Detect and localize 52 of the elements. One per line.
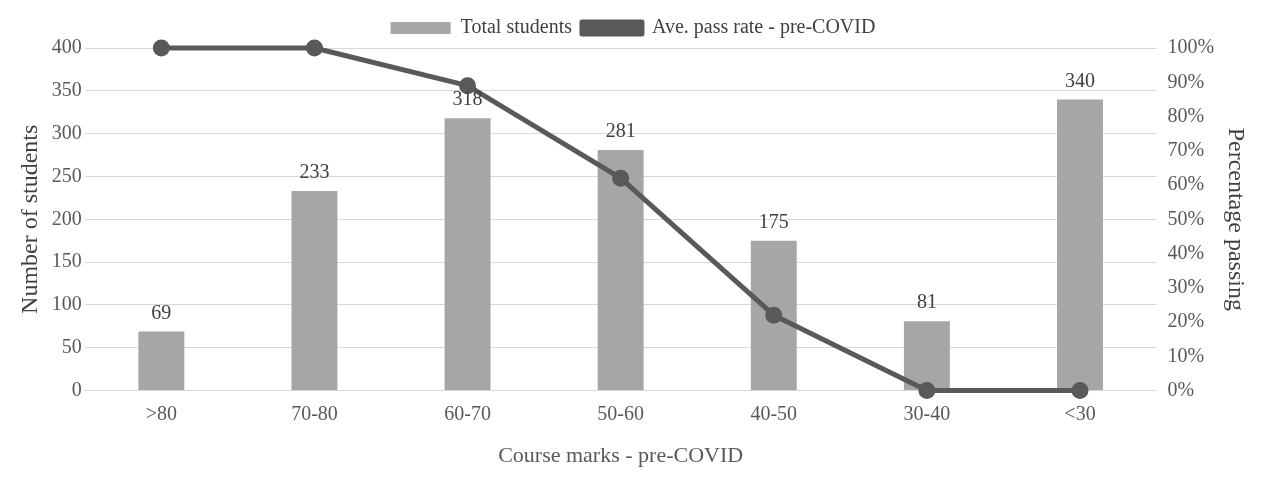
- x-tick-label: >80: [145, 401, 177, 424]
- y2-tick-label: 70%: [1167, 138, 1205, 161]
- y2-axis-title: Percentage passing: [1224, 127, 1251, 311]
- data-label: 69: [151, 300, 172, 323]
- y2-tick-label: 0%: [1167, 377, 1195, 400]
- point: [152, 39, 170, 57]
- bar: [750, 240, 797, 391]
- point: [305, 39, 323, 57]
- y2-tick-label: 80%: [1167, 103, 1205, 126]
- x-tick-label: 40-50: [750, 401, 798, 424]
- y-tick-label: 400: [51, 35, 82, 58]
- bar: [138, 331, 185, 391]
- x-tick-label: 30-40: [903, 401, 951, 424]
- bar: [444, 118, 491, 391]
- y2-tick-label: 100%: [1167, 35, 1215, 58]
- x-axis-title: Course marks - pre-COVID: [498, 441, 744, 467]
- bar: [291, 191, 338, 391]
- data-label: 281: [605, 119, 636, 142]
- data-label: 81: [916, 290, 937, 313]
- legend-label: Total students: [460, 15, 573, 38]
- data-label: 318: [452, 87, 483, 110]
- y-tick-label: 200: [51, 206, 82, 229]
- point: [918, 382, 936, 400]
- y2-tick-label: 50%: [1167, 206, 1205, 229]
- y-tick-label: 50: [61, 335, 82, 358]
- point: [612, 169, 630, 187]
- y-axis-title: Number of students: [15, 124, 42, 314]
- x-tick-label: <30: [1064, 401, 1096, 424]
- y2-tick-label: 90%: [1167, 69, 1205, 92]
- y-tick-label: 0: [71, 377, 82, 400]
- y2-tick-label: 30%: [1167, 275, 1205, 298]
- data-label: 340: [1064, 68, 1095, 91]
- y2-tick-label: 10%: [1167, 343, 1205, 366]
- y-tick-label: 300: [51, 120, 82, 143]
- data-label: 175: [758, 209, 789, 232]
- y2-tick-label: 20%: [1167, 309, 1205, 332]
- bar: [903, 321, 950, 391]
- y2-tick-label: 60%: [1167, 172, 1205, 195]
- y2-tick-label: 40%: [1167, 240, 1205, 263]
- data-label: 233: [299, 160, 330, 183]
- x-tick-label: 60-70: [444, 401, 491, 424]
- y-tick-label: 150: [51, 249, 82, 272]
- y-tick-label: 250: [51, 163, 82, 186]
- point: [765, 306, 783, 324]
- point: [1071, 382, 1089, 400]
- bar: [597, 149, 644, 391]
- x-tick-label: 50-60: [597, 401, 645, 424]
- x-tick-label: 70-80: [291, 401, 338, 424]
- y-tick-label: 350: [51, 78, 82, 101]
- bar: [1057, 99, 1103, 391]
- y-tick-label: 100: [51, 292, 82, 315]
- legend-label: Ave. pass rate - pre-COVID: [651, 15, 876, 39]
